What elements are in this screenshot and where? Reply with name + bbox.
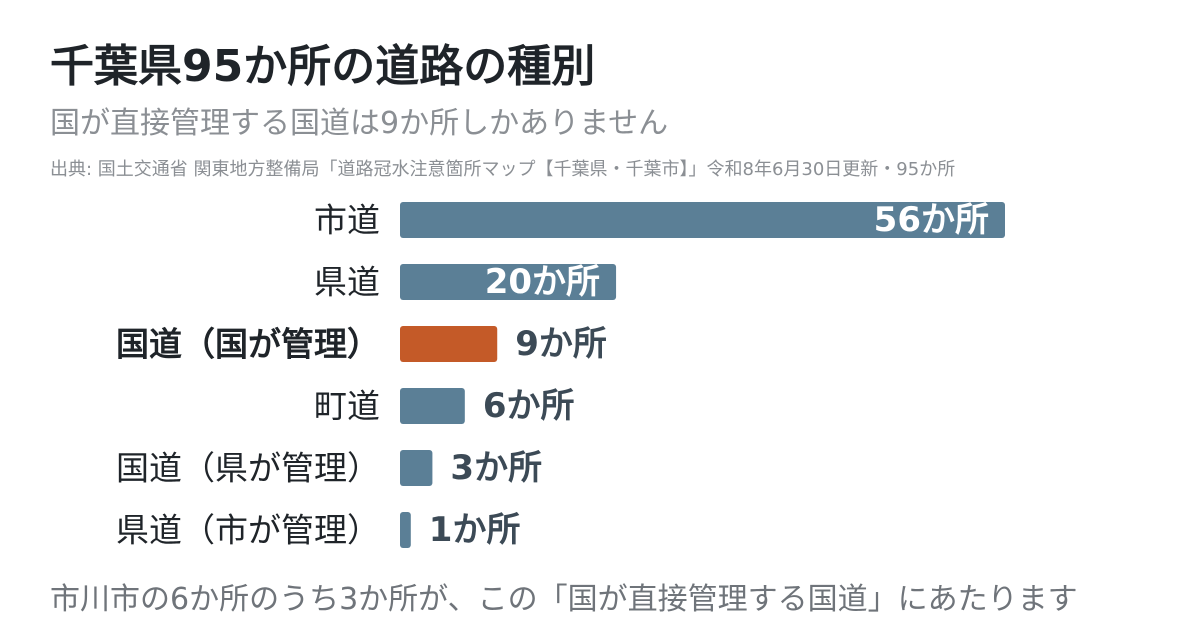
value-label: 1か所	[429, 510, 521, 550]
chart-subtitle: 国が直接管理する国道は9か所しかありません	[50, 106, 669, 141]
category-label: 市道	[314, 201, 380, 240]
value-label: 6か所	[483, 386, 575, 426]
footnote: 市川市の6か所のうち3か所が、この「国が直接管理する国道」にあたります	[50, 582, 1078, 617]
value-label: 56か所	[874, 200, 989, 240]
value-label: 9か所	[515, 324, 607, 364]
category-label: 町道	[314, 387, 380, 426]
category-label: 国道（県が管理）	[116, 449, 380, 488]
bar	[400, 202, 1005, 238]
value-label: 20か所	[485, 262, 600, 302]
bar	[400, 388, 465, 424]
bar	[400, 264, 617, 300]
bar	[400, 326, 498, 362]
value-label: 3か所	[450, 448, 542, 488]
bar	[400, 450, 433, 486]
bar	[400, 512, 411, 548]
source-note: 出典: 国土交通省 関東地方整備局「道路冠水注意箇所マップ【千葉県・千葉市】」令…	[50, 159, 956, 180]
category-label: 国道（国が管理）	[116, 325, 380, 364]
chart-title: 千葉県95か所の道路の種別	[50, 41, 596, 92]
category-label: 県道	[314, 263, 380, 302]
category-label: 県道（市が管理）	[116, 511, 380, 550]
